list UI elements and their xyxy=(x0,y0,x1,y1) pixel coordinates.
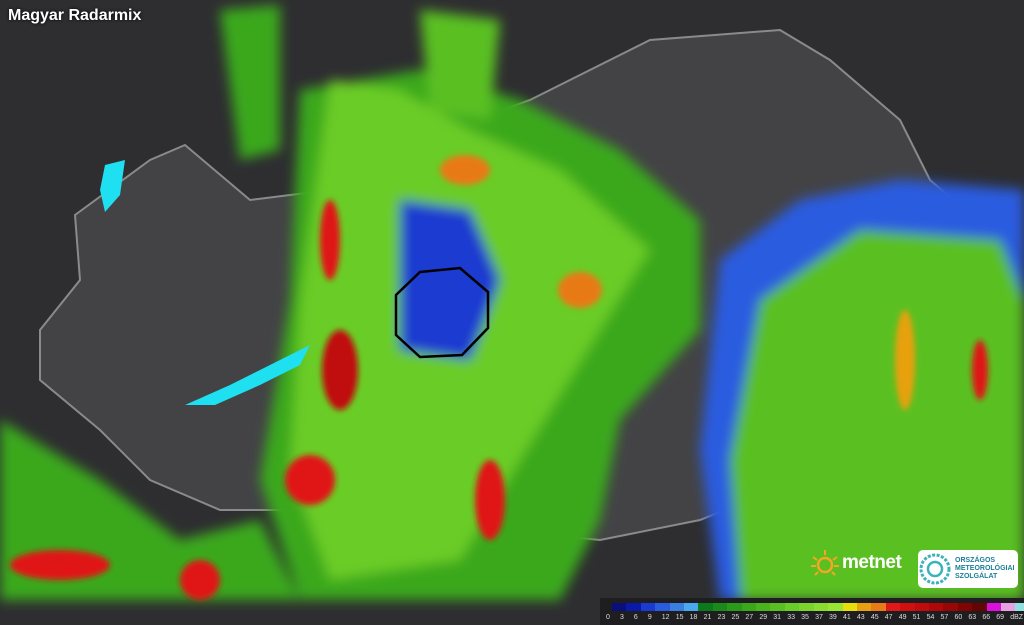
legend-tick-label: 57 xyxy=(940,614,949,621)
legend-tick-label: 43 xyxy=(856,614,865,621)
legend-swatch xyxy=(612,603,627,611)
legend-swatch xyxy=(770,603,785,611)
legend-swatch xyxy=(856,603,872,611)
legend-tick-label: 39 xyxy=(829,614,837,621)
legend-tick-label: 6 xyxy=(633,614,638,621)
legend-tick-label: 47 xyxy=(884,614,893,621)
legend-swatch xyxy=(842,603,857,611)
heavy-echoes xyxy=(10,155,988,600)
legend-tick-label: 21 xyxy=(703,614,712,621)
omsz-logo: ORSZÁGOS METEOROLÓGIAI SZOLGÁLAT xyxy=(918,550,1018,588)
legend-tick-label: 60 xyxy=(954,614,963,621)
lake-neusiedl xyxy=(100,160,125,212)
legend-tick-label: 45 xyxy=(870,614,879,621)
map-title: Magyar Radarmix xyxy=(8,7,142,24)
omsz-line-2: METEOROLÓGIAI xyxy=(955,565,1015,572)
legend-swatch xyxy=(669,603,685,611)
legend-swatch xyxy=(1015,603,1024,611)
metnet-text: metnet xyxy=(842,552,902,573)
legend-tick-label: 25 xyxy=(731,614,740,621)
legend-tick-label: 23 xyxy=(717,614,726,621)
legend-swatch xyxy=(914,603,929,611)
budapest-circle xyxy=(394,266,490,359)
legend-swatch xyxy=(900,603,915,611)
legend-tick-label: 29 xyxy=(759,614,768,621)
legend-swatch xyxy=(640,603,656,611)
legend-swatch xyxy=(928,603,944,611)
legend-swatch xyxy=(799,603,814,611)
legend-swatch xyxy=(828,603,843,611)
legend-tick-label: 15 xyxy=(675,614,684,621)
legend-swatch xyxy=(943,603,958,611)
legend-tick-label: 3 xyxy=(619,614,624,621)
legend-tick-label: 31 xyxy=(773,614,782,621)
omsz-line-1: ORSZÁGOS xyxy=(955,557,996,564)
legend-tick-label: 51 xyxy=(912,614,921,621)
legend-swatch xyxy=(1000,603,1016,611)
legend-swatch xyxy=(727,603,742,611)
legend-tick-label: 69 xyxy=(996,614,1005,621)
metnet-logo: metnet xyxy=(810,548,902,578)
legend-swatch xyxy=(957,603,973,611)
legend-color-bar xyxy=(612,603,1024,611)
legend-tick-label: 33 xyxy=(787,614,795,621)
legend-swatch xyxy=(885,603,901,611)
legend-swatch xyxy=(813,603,829,611)
legend-tick-label: 12 xyxy=(661,614,670,621)
omsz-line-3: SZOLGÁLAT xyxy=(955,573,998,580)
legend-tick-label: 37 xyxy=(815,614,823,621)
legend-unit: dBZ xyxy=(1010,614,1024,621)
legend-tick-label: 27 xyxy=(745,614,754,621)
legend-tick-label: 9 xyxy=(647,614,652,621)
legend-tick-label: 35 xyxy=(801,614,809,621)
sun-icon xyxy=(810,548,840,578)
dbz-legend: 0 3 6 9 12 15 18 21 23 25 27 29 31 33 35 37 39 41 43 45 47 49… xyxy=(600,598,1024,625)
legend-swatch xyxy=(756,603,771,611)
legend-swatch xyxy=(741,603,757,611)
legend-tick-label: 54 xyxy=(926,614,935,621)
legend-swatch xyxy=(698,603,713,611)
legend-tick-label: 18 xyxy=(689,614,698,621)
legend-swatch xyxy=(712,603,728,611)
legend-tick-label: 0 xyxy=(606,614,610,621)
legend-swatch xyxy=(972,603,987,611)
legend-ticks: 0 3 6 9 12 15 18 21 23 25 27 29 31 33 35 37 39 41 43 45 47 49… xyxy=(606,614,1024,621)
legend-tick-label: 41 xyxy=(842,614,851,621)
legend-tick-label: 66 xyxy=(982,614,991,621)
legend-swatch xyxy=(784,603,800,611)
legend-swatch xyxy=(626,603,641,611)
omsz-swirl-icon xyxy=(919,553,951,585)
legend-tick-label: 63 xyxy=(968,614,977,621)
legend-swatch xyxy=(655,603,670,611)
legend-swatch xyxy=(986,603,1001,611)
legend-tick-label: 49 xyxy=(898,614,907,621)
legend-swatch xyxy=(871,603,886,611)
legend-swatch xyxy=(684,603,699,611)
